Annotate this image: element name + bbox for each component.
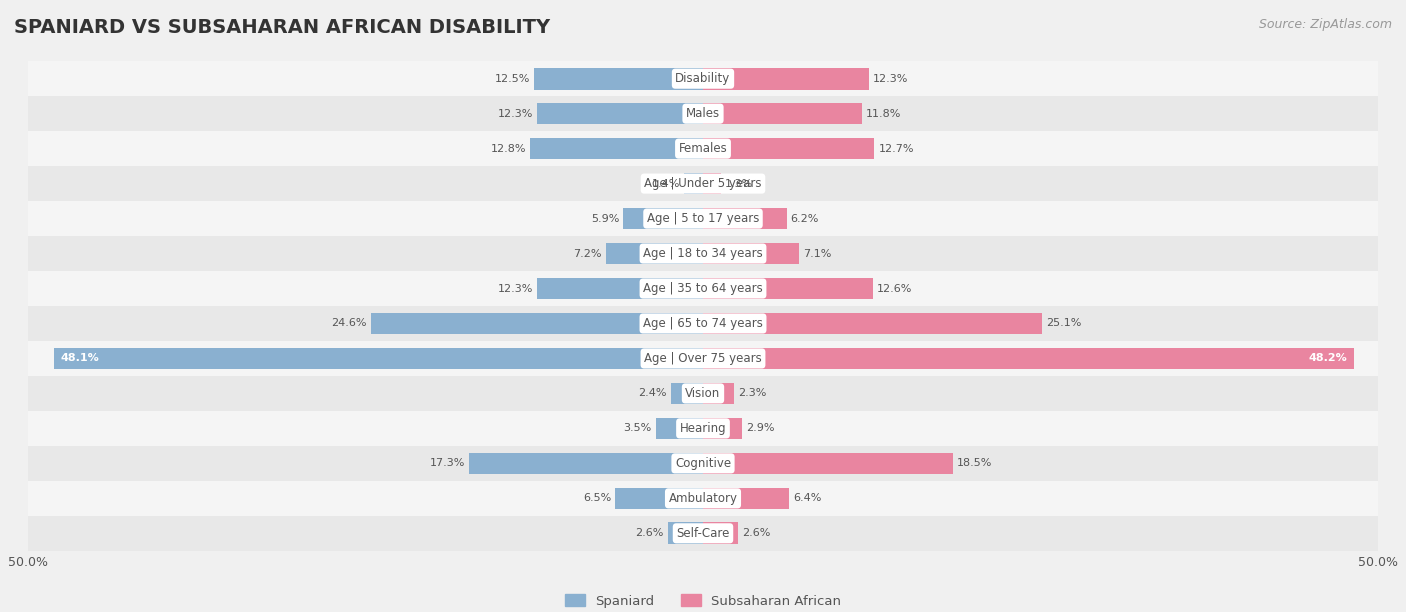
Text: Females: Females (679, 142, 727, 155)
Text: 24.6%: 24.6% (332, 318, 367, 329)
Bar (703, 207, 787, 230)
Bar (655, 417, 703, 439)
Text: Males: Males (686, 107, 720, 120)
Bar (28, 271, 1378, 306)
Text: Source: ZipAtlas.com: Source: ZipAtlas.com (1258, 18, 1392, 31)
Bar (28, 446, 1378, 481)
Bar (703, 68, 869, 89)
Bar (703, 173, 720, 195)
Bar (703, 313, 1042, 334)
Bar (703, 103, 862, 124)
Bar (470, 452, 703, 474)
Text: 6.5%: 6.5% (583, 493, 612, 503)
Legend: Spaniard, Subsaharan African: Spaniard, Subsaharan African (565, 594, 841, 608)
Text: 12.3%: 12.3% (498, 283, 533, 294)
Bar (28, 96, 1378, 131)
Text: 1.4%: 1.4% (651, 179, 681, 188)
Bar (53, 348, 703, 369)
Text: 12.6%: 12.6% (877, 283, 912, 294)
Bar (703, 278, 873, 299)
Bar (703, 452, 953, 474)
Text: 2.6%: 2.6% (636, 528, 664, 539)
Bar (703, 382, 734, 405)
Text: 1.3%: 1.3% (724, 179, 752, 188)
Text: 17.3%: 17.3% (430, 458, 465, 468)
Bar (28, 236, 1378, 271)
Text: 12.7%: 12.7% (879, 144, 914, 154)
Bar (534, 68, 703, 89)
Text: 5.9%: 5.9% (591, 214, 619, 223)
Text: 2.6%: 2.6% (742, 528, 770, 539)
Text: Hearing: Hearing (679, 422, 727, 435)
Text: Age | 35 to 64 years: Age | 35 to 64 years (643, 282, 763, 295)
Text: Age | Over 75 years: Age | Over 75 years (644, 352, 762, 365)
Bar (371, 313, 703, 334)
Text: Age | 65 to 74 years: Age | 65 to 74 years (643, 317, 763, 330)
Bar (703, 417, 742, 439)
Bar (703, 348, 1354, 369)
Bar (28, 411, 1378, 446)
Text: Age | 5 to 17 years: Age | 5 to 17 years (647, 212, 759, 225)
Text: Age | 18 to 34 years: Age | 18 to 34 years (643, 247, 763, 260)
Text: 48.2%: 48.2% (1308, 354, 1347, 364)
Text: 7.2%: 7.2% (574, 248, 602, 258)
Text: 12.8%: 12.8% (491, 144, 526, 154)
Text: 2.3%: 2.3% (738, 389, 766, 398)
Text: Disability: Disability (675, 72, 731, 85)
Bar (28, 131, 1378, 166)
Text: 12.5%: 12.5% (495, 73, 530, 84)
Bar (28, 481, 1378, 516)
Bar (703, 488, 789, 509)
Bar (28, 201, 1378, 236)
Text: Age | Under 5 years: Age | Under 5 years (644, 177, 762, 190)
Text: Cognitive: Cognitive (675, 457, 731, 470)
Bar (537, 278, 703, 299)
Bar (28, 516, 1378, 551)
Bar (28, 306, 1378, 341)
Text: Ambulatory: Ambulatory (668, 492, 738, 505)
Bar (28, 376, 1378, 411)
Bar (530, 138, 703, 160)
Text: Self-Care: Self-Care (676, 527, 730, 540)
Bar (537, 103, 703, 124)
Text: 2.4%: 2.4% (638, 389, 666, 398)
Bar (668, 523, 703, 544)
Bar (28, 341, 1378, 376)
Text: 7.1%: 7.1% (803, 248, 831, 258)
Bar (28, 166, 1378, 201)
Bar (703, 138, 875, 160)
Bar (671, 382, 703, 405)
Bar (703, 243, 799, 264)
Text: 6.2%: 6.2% (790, 214, 820, 223)
Bar (685, 173, 703, 195)
Text: 2.9%: 2.9% (747, 424, 775, 433)
Bar (616, 488, 703, 509)
Text: Vision: Vision (685, 387, 721, 400)
Text: 25.1%: 25.1% (1046, 318, 1081, 329)
Bar (606, 243, 703, 264)
Text: 48.1%: 48.1% (60, 354, 100, 364)
Bar (28, 61, 1378, 96)
Bar (703, 523, 738, 544)
Text: 18.5%: 18.5% (956, 458, 993, 468)
Text: 11.8%: 11.8% (866, 109, 901, 119)
Text: 12.3%: 12.3% (498, 109, 533, 119)
Text: 12.3%: 12.3% (873, 73, 908, 84)
Bar (623, 207, 703, 230)
Text: 3.5%: 3.5% (623, 424, 652, 433)
Text: 6.4%: 6.4% (793, 493, 823, 503)
Text: SPANIARD VS SUBSAHARAN AFRICAN DISABILITY: SPANIARD VS SUBSAHARAN AFRICAN DISABILIT… (14, 18, 550, 37)
